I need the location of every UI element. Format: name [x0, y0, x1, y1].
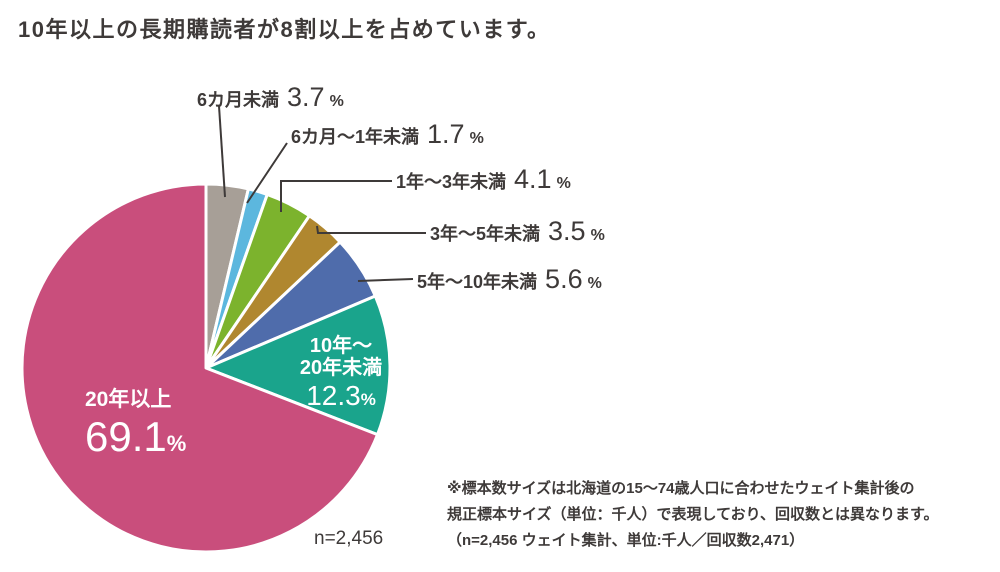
slice-value: 69.1: [85, 413, 167, 460]
slice-label-10-20yr: 10年～ 20年未満 12.3%: [300, 335, 382, 412]
slice-name: 6カ月未満: [197, 90, 280, 110]
sample-size-label: n=2,456: [314, 528, 384, 549]
percent-sign: %: [469, 130, 484, 147]
slice-value: 1.7: [427, 119, 465, 149]
pie-slice-5: [204, 294, 392, 437]
slice-value: 3.5: [548, 216, 586, 246]
footnote-line: 規正標本サイズ（単位：千人）で表現しており、回収数とは異なります。: [447, 506, 939, 523]
footnote-line: （n=2,456 ウェイト集計、単位:千人／回収数2,471）: [447, 532, 805, 549]
slice-name-line: 20年未満: [299, 357, 383, 379]
leader-line-5-10yr: [357, 278, 414, 282]
pie-slice-6: [20, 182, 379, 554]
footnote-line: ※標本数サイズは北海道の15～74歳人口に合わせたウェイト集計後の: [447, 480, 915, 497]
slice-value: 5.6: [545, 264, 583, 294]
leader-line-under-6mo: [218, 105, 226, 198]
slice-value: 12.3: [306, 380, 361, 411]
percent-sign: %: [556, 175, 571, 192]
slice-value: 3.7: [287, 82, 325, 112]
slice-value: 4.1: [514, 164, 552, 194]
leader-line-3-5yr: [316, 225, 426, 234]
slice-name: 5年～10年未満: [417, 272, 538, 292]
slice-label-1-3yr: 1年～3年未満 4.1%: [396, 164, 571, 195]
slice-name: 6カ月～1年未満: [291, 127, 420, 147]
footnote: ※標本数サイズは北海道の15～74歳人口に合わせたウェイト集計後の 規正標本サイ…: [447, 476, 939, 554]
slice-label-3-5yr: 3年～5年未満 3.5%: [430, 216, 605, 247]
slice-name: 3年～5年未満: [430, 224, 541, 244]
slice-name-line: 10年～: [309, 335, 373, 357]
slice-label-5-10yr: 5年～10年未満 5.6%: [417, 264, 602, 295]
chart-title: 10年以上の長期購読者が8割以上を占めています。: [18, 17, 551, 42]
leader-line-1-3yr: [280, 180, 392, 212]
leader-line-6mo-1yr: [246, 142, 288, 204]
slice-label-6mo-1yr: 6カ月～1年未満 1.7%: [291, 119, 484, 150]
pie-slices: [20, 182, 392, 554]
percent-sign: %: [587, 275, 602, 292]
percent-sign: %: [590, 227, 605, 244]
percent-sign: %: [166, 431, 187, 456]
slice-label-under-6mo: 6カ月未満 3.7%: [197, 82, 344, 113]
percent-sign: %: [360, 390, 376, 409]
slice-label-over-20yr: 20年以上 69.1%: [85, 388, 186, 461]
slice-name: 1年～3年未満: [396, 172, 507, 192]
leader-lines: [218, 105, 426, 282]
percent-sign: %: [329, 93, 344, 110]
slice-name: 20年以上: [85, 388, 172, 411]
